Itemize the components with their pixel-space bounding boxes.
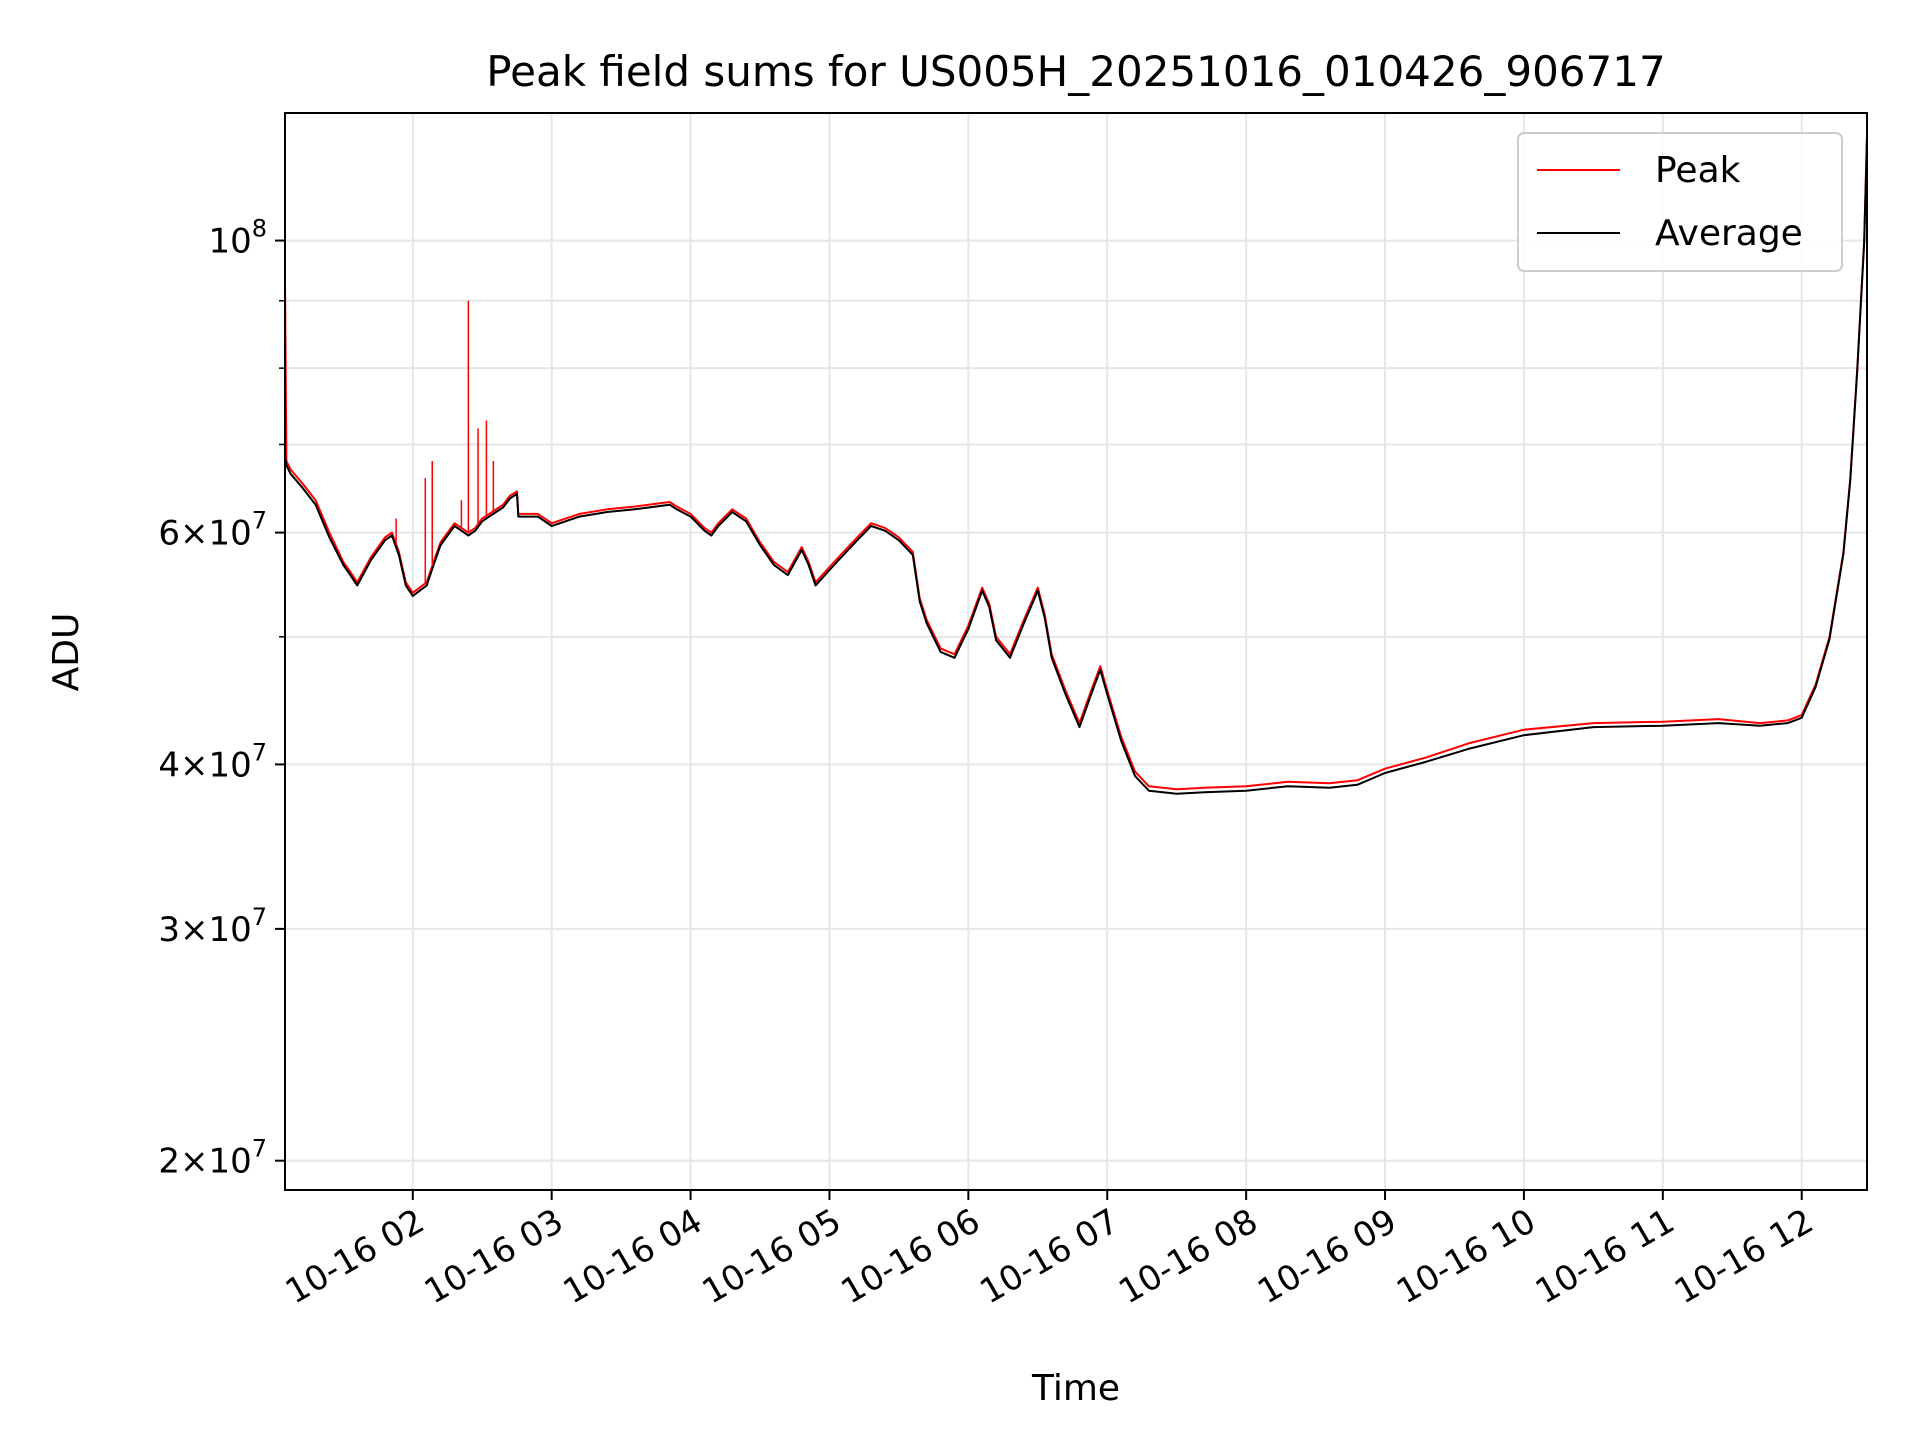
grid bbox=[285, 113, 1867, 1190]
y-tick-label: 4×107 bbox=[158, 738, 267, 785]
legend: Peak Average bbox=[1517, 132, 1843, 272]
y-axis-label: ADU bbox=[46, 613, 87, 692]
y-tick-label: 2×107 bbox=[158, 1135, 267, 1182]
y-tick-label: 6×107 bbox=[158, 507, 267, 554]
series-layer bbox=[284, 136, 1868, 795]
legend-label-peak: Peak bbox=[1655, 150, 1741, 191]
x-axis-label: Time bbox=[1031, 1368, 1120, 1409]
chart-title: Peak field sums for US005H_20251016_0104… bbox=[486, 47, 1665, 96]
legend-box bbox=[1517, 132, 1843, 272]
y-tick-label: 3×107 bbox=[158, 903, 267, 950]
plot-frame bbox=[284, 112, 1868, 1191]
series-line-average bbox=[284, 136, 1868, 795]
legend-label-average: Average bbox=[1655, 213, 1803, 254]
y-tick-label: 108 bbox=[208, 215, 267, 262]
